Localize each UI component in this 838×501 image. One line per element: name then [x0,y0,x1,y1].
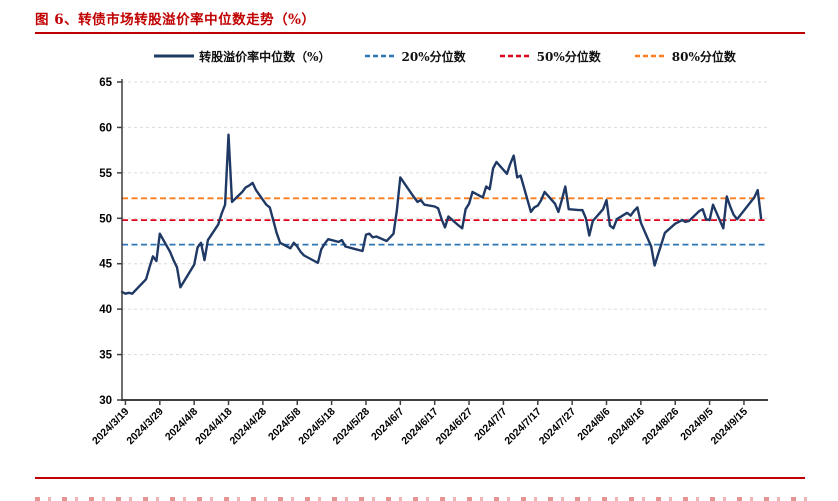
chart-legend: 转股溢价率中位数（%） 20%分位数 50%分位数 80%分位数 [122,46,768,66]
x-tick-label-4/28: 2024/4/28 [227,406,269,448]
legend-label: 20%分位数 [401,49,466,64]
series-line-median-premium [120,133,763,295]
title-divider [35,32,805,34]
legend-label: 50%分位数 [536,49,601,64]
legend-swatch-dashed-line-icon [499,54,532,58]
x-tick-label-8/26: 2024/8/26 [640,406,682,448]
legend-item-2: 50%分位数 [499,48,601,65]
legend-swatch-dashed-line-icon [634,54,667,58]
y-tick-label-35: 35 [99,350,112,362]
x-tick-label-7/27: 2024/7/27 [537,406,579,448]
y-tick-label-40: 40 [99,304,112,316]
y-tick-label-30: 30 [99,395,112,407]
legend-item-3: 80%分位数 [634,48,736,65]
legend-swatch-dashed-line-icon [364,54,397,58]
x-tick-label-9/15: 2024/9/15 [709,406,751,448]
legend-item-1: 20%分位数 [364,48,466,65]
legend-label: 转股溢价率中位数（%） [199,49,331,64]
legend-swatch-solid-line-icon [154,54,195,58]
y-tick-label-50: 50 [99,213,112,225]
figure-title: 图 6、转债市场转股溢价率中位数走势（%） [35,12,316,28]
x-tick-label-6/27: 2024/6/27 [434,406,476,448]
legend-label: 80%分位数 [671,49,736,64]
y-tick-label-65: 65 [99,77,112,89]
y-tick-label-45: 45 [99,259,112,271]
footer-clipped-text [35,497,810,501]
y-tick-label-55: 55 [99,168,112,180]
footer-divider [35,477,805,479]
x-tick-label-5/28: 2024/5/28 [331,406,373,448]
y-tick-label-60: 60 [99,122,112,134]
legend-item-0: 转股溢价率中位数（%） [154,48,331,65]
x-tick-label-3/29: 2024/3/29 [124,406,166,448]
